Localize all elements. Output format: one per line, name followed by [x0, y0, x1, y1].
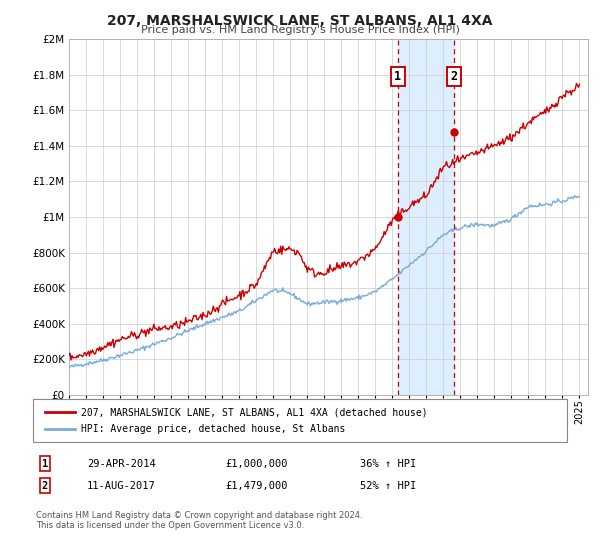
Text: 11-AUG-2017: 11-AUG-2017	[87, 480, 156, 491]
Text: 2: 2	[42, 480, 48, 491]
Text: 36% ↑ HPI: 36% ↑ HPI	[360, 459, 416, 469]
Text: HPI: Average price, detached house, St Albans: HPI: Average price, detached house, St A…	[81, 424, 346, 434]
Text: 2: 2	[450, 70, 457, 83]
Text: Contains HM Land Registry data © Crown copyright and database right 2024.: Contains HM Land Registry data © Crown c…	[36, 511, 362, 520]
Text: £1,479,000: £1,479,000	[225, 480, 287, 491]
Bar	[398, 39, 454, 395]
Text: 1: 1	[42, 459, 48, 469]
Text: 52% ↑ HPI: 52% ↑ HPI	[360, 480, 416, 491]
Text: £1,000,000: £1,000,000	[225, 459, 287, 469]
Text: Price paid vs. HM Land Registry's House Price Index (HPI): Price paid vs. HM Land Registry's House …	[140, 25, 460, 35]
Text: 1: 1	[394, 70, 401, 83]
Text: 207, MARSHALSWICK LANE, ST ALBANS, AL1 4XA: 207, MARSHALSWICK LANE, ST ALBANS, AL1 4…	[107, 14, 493, 28]
Text: 207, MARSHALSWICK LANE, ST ALBANS, AL1 4XA (detached house): 207, MARSHALSWICK LANE, ST ALBANS, AL1 4…	[81, 407, 428, 417]
Text: This data is licensed under the Open Government Licence v3.0.: This data is licensed under the Open Gov…	[36, 521, 304, 530]
Text: 29-APR-2014: 29-APR-2014	[87, 459, 156, 469]
